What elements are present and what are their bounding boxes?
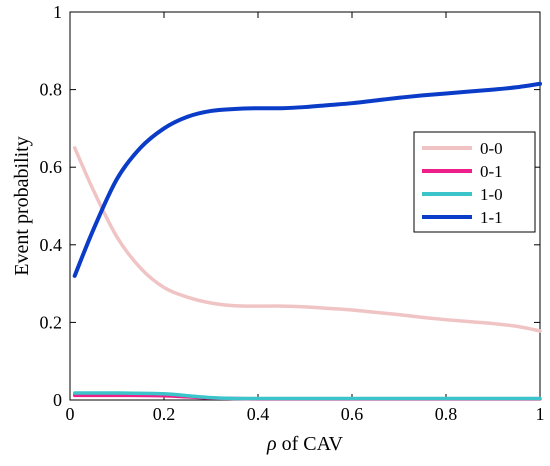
y-tick-label: 0.8 — [40, 80, 63, 100]
series-line-1-0 — [72, 391, 542, 401]
x-tick-label: 0.6 — [341, 404, 364, 424]
series-line-1-1 — [72, 81, 542, 278]
x-axis-label: ρ of CAV — [266, 433, 343, 455]
series-lines — [72, 81, 542, 401]
x-tick-label: 0.2 — [153, 404, 176, 424]
x-tick-label: 0.4 — [247, 404, 270, 424]
y-tick-label: 0.4 — [40, 235, 63, 255]
y-axis-label: Event probability — [11, 136, 33, 275]
axis-ticks: 0 0.2 0.4 0.6 0.8 1 0 0.2 0.4 0.6 0.8 1 — [40, 2, 545, 424]
x-tick-label: 0.8 — [435, 404, 458, 424]
legend-label: 1-1 — [480, 208, 503, 227]
legend-label: 1-0 — [480, 185, 503, 204]
x-axis-label-symbol: ρ — [266, 433, 277, 455]
x-tick-label: 0 — [66, 404, 75, 424]
x-axis-label-text: of CAV — [277, 433, 344, 455]
y-tick-label: 0 — [53, 390, 62, 410]
x-tick-label: 1 — [536, 404, 545, 424]
legend: 0-0 0-1 1-0 1-1 — [413, 131, 536, 233]
y-tick-label: 0.6 — [40, 157, 63, 177]
legend-label: 0-0 — [480, 139, 503, 158]
series-line-0-0 — [72, 146, 542, 333]
legend-label: 0-1 — [480, 162, 503, 181]
y-tick-label: 0.2 — [40, 312, 63, 332]
y-tick-label: 1 — [53, 2, 62, 22]
